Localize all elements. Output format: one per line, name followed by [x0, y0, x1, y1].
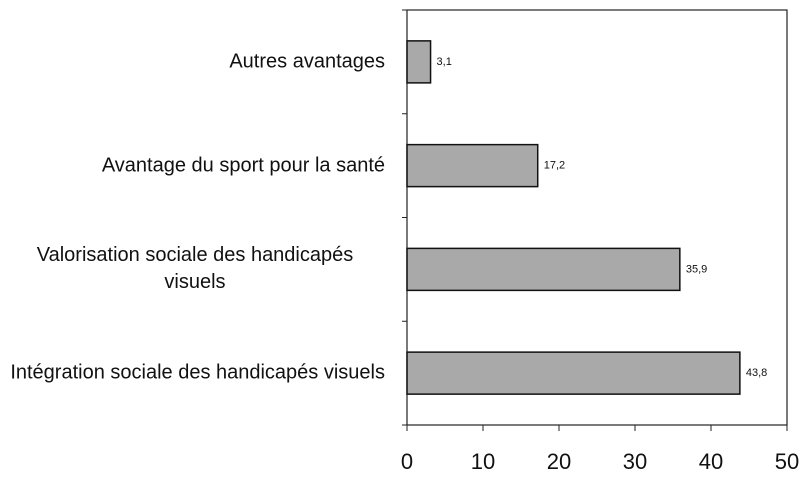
value-label: 3,1 — [437, 56, 452, 68]
bar — [406, 247, 681, 292]
y-tick-label: Autres avantages — [229, 50, 385, 73]
y-tick-label: Intégration sociale des handicapés visue… — [10, 361, 385, 384]
x-tick-label: 30 — [623, 449, 647, 474]
y-tick-label: Avantage du sport pour la santé — [101, 154, 385, 177]
bar — [406, 143, 539, 188]
value-label: 17,2 — [544, 160, 565, 172]
value-label: 43,8 — [746, 367, 767, 379]
x-tick-label: 10 — [471, 449, 495, 474]
x-tick-label: 50 — [775, 449, 799, 474]
value-label: 35,9 — [686, 263, 707, 275]
x-tick-label: 0 — [401, 449, 413, 474]
bar — [406, 351, 741, 395]
y-tick-label: Valorisation sociale des handicapés visu… — [36, 244, 354, 294]
bar — [406, 40, 432, 84]
x-tick-label: 40 — [699, 449, 723, 474]
x-tick-label: 20 — [547, 449, 571, 474]
